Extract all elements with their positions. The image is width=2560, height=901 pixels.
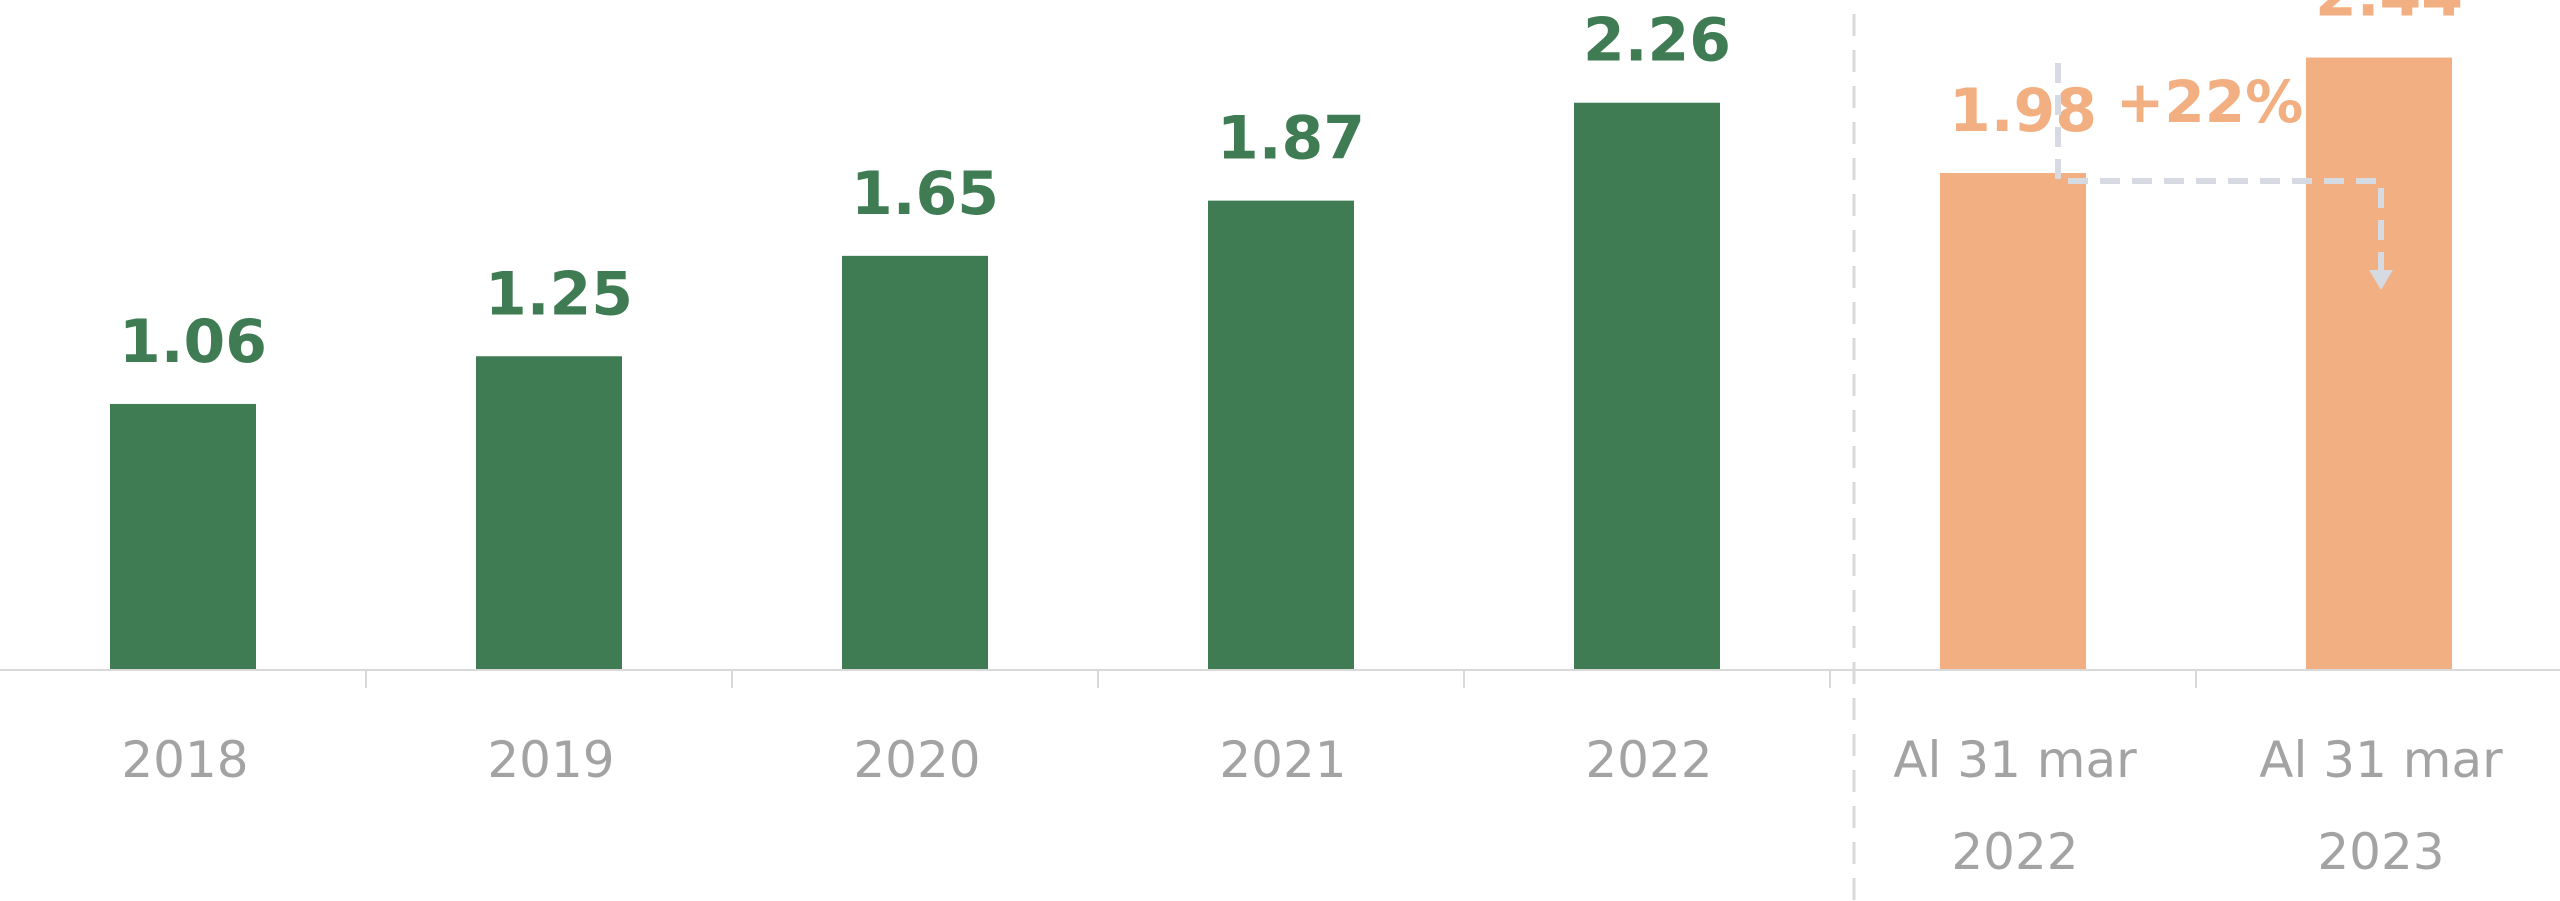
value-label-4: 2.26 (1583, 6, 1731, 76)
value-labels-group: 1.06 1.25 1.65 1.87 2.26 1.98 2.44 (119, 0, 2463, 377)
tick-marks-group (365, 670, 2197, 688)
value-label-6: 2.44 (2315, 0, 2463, 31)
growth-arrow-head-icon (2369, 270, 2393, 290)
value-label-2: 1.65 (851, 159, 999, 229)
bar-2 (842, 255, 988, 670)
growth-arrow-line (2055, 63, 2384, 270)
growth-label: +22% (2116, 68, 2303, 136)
tick-label-5-0: Al 31 mar (1893, 731, 2137, 789)
bar-5 (1940, 173, 2086, 670)
value-label-3: 1.87 (1217, 104, 1365, 174)
tick-label-4-0: 2022 (1585, 731, 1712, 789)
tick-label-0-0: 2018 (121, 731, 248, 789)
bar-6 (2306, 57, 2452, 671)
tick-label-2-0: 2020 (853, 731, 980, 789)
tick-label-6-0: Al 31 mar (2259, 731, 2503, 789)
bar-1 (476, 356, 622, 670)
value-label-0: 1.06 (119, 307, 267, 377)
tick-label-1-0: 2019 (487, 731, 614, 789)
tick-label-3-0: 2021 (1219, 731, 1346, 789)
bars-group (110, 57, 2452, 671)
tick-label-6-1: 2023 (2317, 823, 2444, 881)
bar-4 (1574, 102, 1720, 671)
tick-labels-group: 2018 2019 2020 2021 2022 Al 31 mar 2022 Al 31 m… (121, 731, 2503, 881)
value-label-5: 1.98 (1949, 76, 2097, 146)
bar-3 (1208, 200, 1354, 670)
growth-annotation: +22% (2055, 63, 2393, 290)
bar-0 (110, 403, 256, 670)
value-label-1: 1.25 (485, 259, 633, 329)
tick-label-5-1: 2022 (1951, 823, 2078, 881)
